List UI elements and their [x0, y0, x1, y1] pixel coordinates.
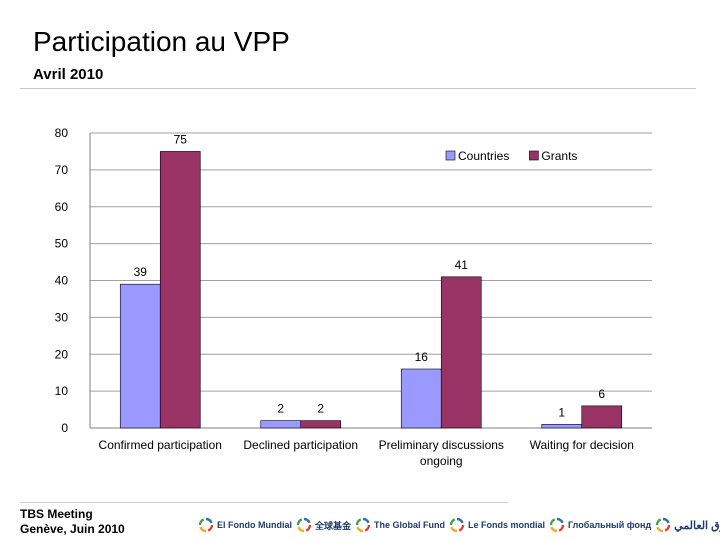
x-tick-label: Waiting for decision	[530, 438, 634, 452]
data-label: 2	[317, 402, 324, 416]
y-tick-label: 10	[55, 384, 69, 398]
data-label: 16	[415, 350, 429, 364]
bar-grants	[581, 405, 623, 429]
data-label: 2	[277, 402, 284, 416]
y-tick-label: 80	[55, 126, 69, 140]
footer-meeting: TBS Meeting	[20, 507, 93, 521]
partner-logo-name: El Fondo Mundial	[217, 520, 292, 530]
global-fund-swirl-icon	[296, 517, 312, 533]
legend-swatch	[445, 150, 456, 161]
data-label: 1	[558, 405, 565, 419]
legend-label: Grants	[541, 149, 577, 163]
partner-logo: 全球基金	[296, 517, 351, 533]
partner-logo: Глобальный фонд	[549, 517, 651, 533]
bar-countries	[541, 424, 583, 429]
footer-text: TBS Meeting Genève, Juin 2010	[20, 507, 125, 537]
legend-swatch	[529, 150, 539, 161]
data-label: 6	[598, 387, 605, 401]
partner-logo-name: Le Fonds mondial	[468, 520, 546, 530]
y-tick-label: 70	[55, 163, 69, 177]
y-tick-label: 50	[55, 237, 69, 251]
y-tick-label: 0	[61, 421, 68, 435]
data-label: 75	[174, 132, 188, 146]
partner-logo: الصندوق العالمي	[655, 517, 720, 533]
partner-logo: Le Fonds mondial	[449, 517, 545, 533]
global-fund-swirl-icon	[655, 517, 671, 533]
partner-logos: El Fondo Mundial 全球基金 The Global Fund Le Fo…	[198, 512, 720, 538]
bar-countries	[119, 283, 161, 429]
legend-label: Countries	[458, 149, 509, 163]
partner-logo-name: 全球基金	[315, 520, 352, 531]
title-divider	[20, 88, 696, 89]
bar-grants	[159, 151, 201, 429]
global-fund-swirl-icon	[198, 517, 214, 533]
global-fund-swirl-icon	[449, 517, 465, 533]
data-label: 41	[455, 258, 469, 272]
x-tick-label: ongoing	[420, 454, 463, 468]
data-label: 39	[134, 265, 148, 279]
partner-logo-name: الصندوق العالمي	[674, 519, 720, 532]
x-tick-label: Preliminary discussions	[379, 438, 504, 452]
footer-location-date: Genève, Juin 2010	[20, 522, 125, 536]
partner-logo: El Fondo Mundial	[198, 517, 292, 533]
y-tick-label: 40	[55, 274, 69, 288]
x-tick-label: Confirmed participation	[99, 438, 222, 452]
global-fund-swirl-icon	[355, 517, 371, 533]
bar-grants	[440, 276, 482, 429]
footer-divider	[20, 502, 508, 503]
y-tick-label: 60	[55, 200, 69, 214]
y-tick-label: 30	[55, 310, 69, 324]
page-subtitle: Avril 2010	[33, 66, 104, 83]
partner-logo: The Global Fund	[355, 517, 445, 533]
bar-countries	[400, 368, 442, 429]
bar-countries	[260, 420, 302, 429]
x-tick-label: Declined participation	[243, 438, 358, 452]
global-fund-swirl-icon	[549, 517, 565, 533]
partner-logo-name: Глобальный фонд	[568, 520, 652, 530]
y-tick-label: 20	[55, 347, 69, 361]
page-title: Participation au VPP	[33, 26, 290, 57]
bar-grants	[300, 420, 342, 429]
partner-logo-name: The Global Fund	[374, 520, 446, 530]
